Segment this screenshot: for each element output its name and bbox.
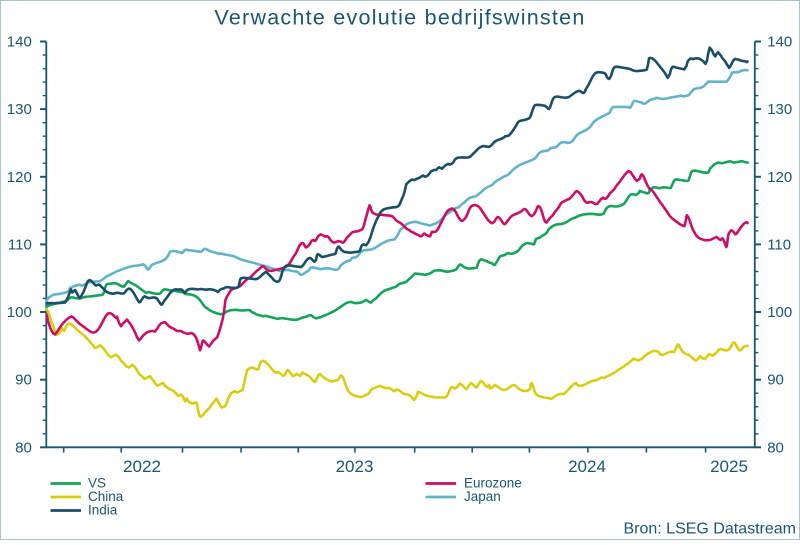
svg-text:140: 140 [767,34,792,51]
svg-text:110: 110 [767,236,791,253]
svg-text:VS: VS [88,476,106,491]
svg-text:India: India [88,503,118,518]
svg-text:Japan: Japan [464,489,501,504]
svg-text:Bron: LSEG Datastream: Bron: LSEG Datastream [623,521,796,538]
svg-text:140: 140 [7,34,32,51]
svg-text:100: 100 [767,304,792,321]
svg-text:130: 130 [767,101,792,118]
svg-text:China: China [88,489,124,504]
svg-text:120: 120 [767,169,792,186]
svg-text:100: 100 [7,304,32,321]
svg-text:130: 130 [7,101,32,118]
svg-text:Eurozone: Eurozone [464,476,522,491]
svg-text:90: 90 [767,372,784,389]
svg-text:120: 120 [7,169,32,186]
svg-text:Verwachte evolutie bedrijfswin: Verwachte evolutie bedrijfswinsten [214,6,585,30]
svg-text:80: 80 [15,439,32,456]
svg-text:2022: 2022 [123,457,161,476]
svg-text:2025: 2025 [710,457,748,476]
svg-text:110: 110 [8,236,32,253]
svg-text:90: 90 [15,372,32,389]
svg-text:2023: 2023 [336,457,374,476]
svg-text:2024: 2024 [568,457,606,476]
svg-text:80: 80 [767,439,784,456]
